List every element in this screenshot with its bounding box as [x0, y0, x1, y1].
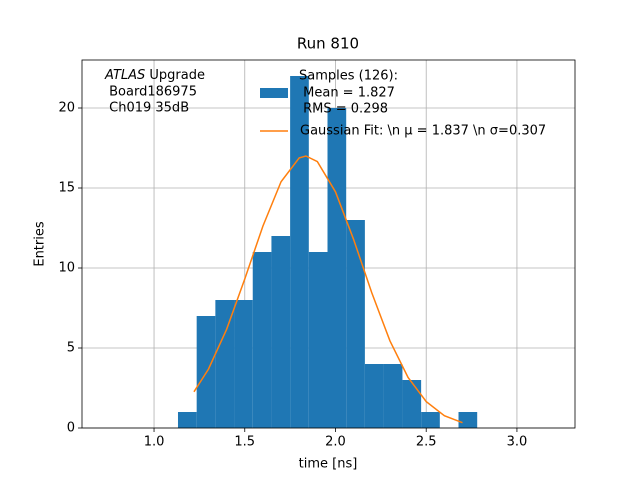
- bar: [327, 108, 347, 428]
- legend-label: Mean = 1.827: [299, 86, 395, 101]
- x-tick-label: 1.5: [234, 435, 255, 450]
- y-tick-label: 5: [67, 341, 75, 356]
- bar: [402, 380, 422, 428]
- y-tick-label: 20: [58, 101, 75, 116]
- bar: [271, 236, 291, 428]
- x-tick-label: 2.0: [325, 435, 346, 450]
- annotation-line: Ch019 35dB: [105, 101, 189, 116]
- bar: [177, 412, 197, 428]
- bar: [383, 364, 403, 428]
- bar: [234, 300, 253, 428]
- x-tick-label: 2.5: [416, 435, 437, 450]
- bar: [252, 252, 272, 428]
- bar: [364, 364, 384, 428]
- legend-label: Gaussian Fit: \n μ = 1.837 \n σ=0.307: [300, 124, 546, 139]
- annotation-line: Board186975: [105, 85, 197, 100]
- legend-swatch: [260, 88, 288, 98]
- y-tick-label: 15: [58, 181, 75, 196]
- chart-title: Run 810: [297, 35, 359, 53]
- bar: [346, 220, 365, 428]
- bar: [421, 412, 440, 428]
- bar: [308, 252, 328, 428]
- legend-label: RMS = 0.298: [299, 102, 388, 117]
- y-tick-label: 10: [58, 261, 75, 276]
- y-tick-label: 0: [67, 421, 75, 436]
- fit-line: [193, 155, 463, 424]
- annotation-line: Upgrade: [145, 68, 205, 83]
- legend-label: Samples (126):: [299, 69, 398, 84]
- x-tick-label: 3.0: [507, 435, 528, 450]
- axes-frame: [81, 59, 576, 429]
- bar: [215, 300, 235, 428]
- x-tick-label: 1.0: [144, 435, 165, 450]
- y-axis-label: Entries: [33, 221, 48, 267]
- bar: [458, 412, 478, 428]
- marks: [177, 76, 478, 428]
- annotation: ATLAS Upgrade: [104, 68, 205, 83]
- x-axis-label: time [ns]: [299, 457, 358, 472]
- annotation-experiment: ATLAS: [104, 68, 145, 83]
